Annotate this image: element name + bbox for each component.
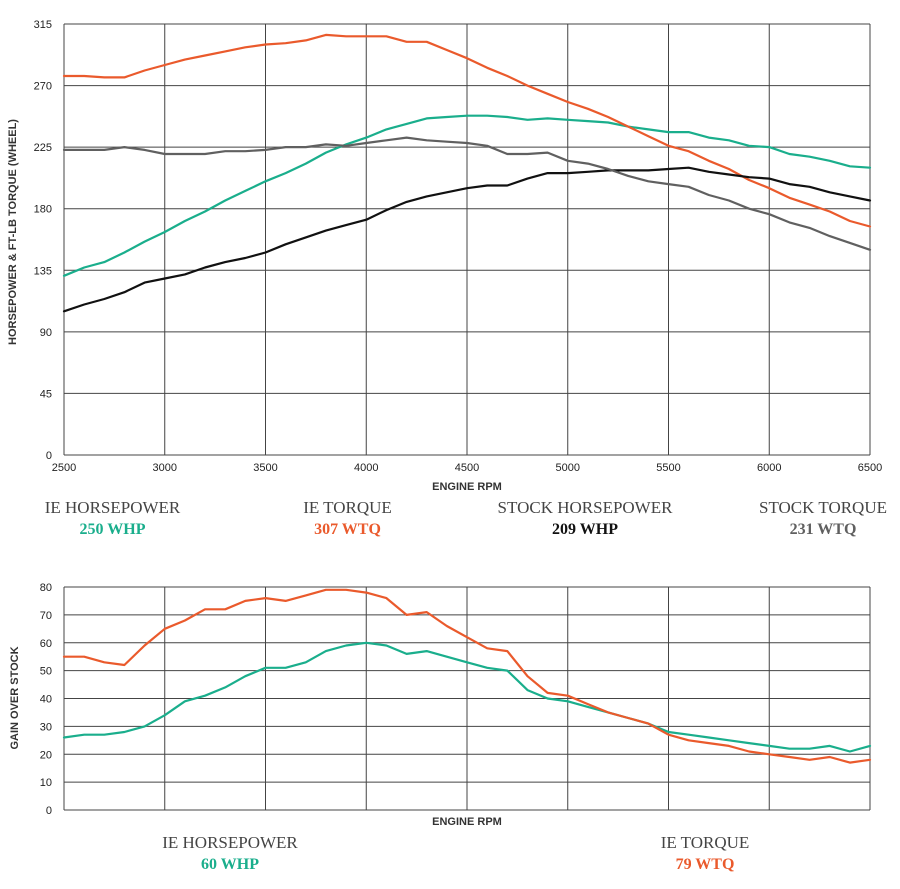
chart1-y-axis-label: HORSEPOWER & FT-LB TORQUE (WHEEL) xyxy=(7,119,19,345)
legend-label: IE TORQUE xyxy=(303,498,392,517)
legend-value: 307 WTQ xyxy=(314,521,381,538)
c2-y-tick-label: 20 xyxy=(40,749,52,761)
c1-y-tick-label: 135 xyxy=(34,265,52,277)
legend-label: STOCK HORSEPOWER xyxy=(497,498,673,517)
legend-ie-torque: IE TORQUE 307 WTQ xyxy=(280,497,415,541)
c1-series-ie-torque xyxy=(62,33,872,228)
c1-y-tick-label: 180 xyxy=(34,204,52,216)
c1-x-tick-label: 5000 xyxy=(556,462,580,474)
c2-y-tick-label: 0 xyxy=(46,805,52,817)
c1-y-tick-label: 270 xyxy=(34,81,52,93)
c1-y-tick-label: 0 xyxy=(46,450,52,462)
legend-label: IE TORQUE xyxy=(660,833,750,852)
legend-stock-horsepower: STOCK HORSEPOWER 209 WHP xyxy=(480,497,690,541)
c1-x-tick-label: 6500 xyxy=(858,462,882,474)
legend-value: 231 WTQ xyxy=(789,521,857,538)
c1-x-tick-label: 5500 xyxy=(656,462,680,474)
legend-label: STOCK TORQUE xyxy=(759,498,887,517)
chart1-x-axis-label: ENGINE RPM xyxy=(432,481,502,493)
legend-label: IE HORSEPOWER xyxy=(44,498,181,517)
c2-y-tick-label: 70 xyxy=(40,610,52,622)
legend-value: 60 WHP xyxy=(201,856,259,873)
c2-series-ie-horsepower xyxy=(62,641,872,753)
c2-y-tick-label: 30 xyxy=(40,721,52,733)
c1-y-tick-label: 90 xyxy=(40,327,52,339)
legend-gain-torque: IE TORQUE 79 WTQ xyxy=(635,832,775,876)
c1-series-ie-horsepower xyxy=(62,114,872,277)
c1-x-tick-label: 3500 xyxy=(253,462,277,474)
c2-series-ie-torque xyxy=(62,588,872,764)
c1-series-stock-torque xyxy=(62,136,872,251)
c1-x-tick-label: 4500 xyxy=(455,462,479,474)
power-torque-chart: 0 45 90 135 180 225 270 315 2500 3000 3500 4000 4500… xyxy=(34,19,883,474)
c2-y-tick-label: 50 xyxy=(40,666,52,678)
c2-y-tick-label: 40 xyxy=(40,694,52,706)
legend-stock-torque: STOCK TORQUE 231 WTQ xyxy=(748,497,898,541)
legend-gain-horsepower: IE HORSEPOWER 60 WHP xyxy=(145,832,315,876)
c2-y-tick-label: 10 xyxy=(40,777,52,789)
c1-x-tick-label: 6000 xyxy=(757,462,781,474)
legend-value: 209 WHP xyxy=(552,521,618,538)
gain-over-stock-chart: 0 10 20 30 40 50 60 70 80 xyxy=(40,582,872,817)
legend-label: IE HORSEPOWER xyxy=(162,833,298,852)
c1-x-tick-label: 3000 xyxy=(153,462,177,474)
legend-value: 250 WHP xyxy=(79,521,146,538)
c1-y-tick-label: 225 xyxy=(34,142,52,154)
chart2-x-axis-label: ENGINE RPM xyxy=(432,816,502,828)
legend-ie-horsepower: IE HORSEPOWER 250 WHP xyxy=(30,497,195,541)
c2-y-tick-label: 80 xyxy=(40,582,52,594)
c2-y-tick-label: 60 xyxy=(40,638,52,650)
legend-value: 79 WTQ xyxy=(675,856,735,873)
c1-y-tick-label: 315 xyxy=(34,19,52,31)
c1-series-stock-horsepower xyxy=(62,166,872,313)
c1-y-tick-label: 45 xyxy=(40,388,52,400)
c1-x-tick-label: 2500 xyxy=(52,462,76,474)
c1-x-tick-label: 4000 xyxy=(354,462,378,474)
chart2-y-axis-label: GAIN OVER STOCK xyxy=(9,646,21,749)
